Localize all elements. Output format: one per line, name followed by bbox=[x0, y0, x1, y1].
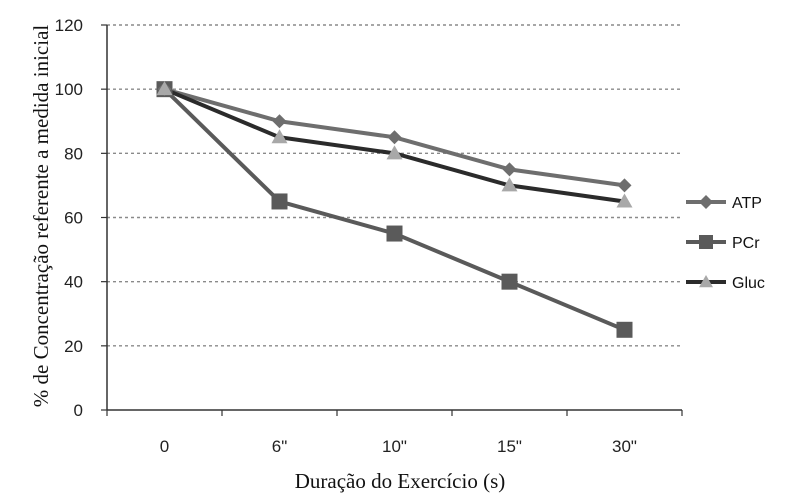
x-tick-labels: 0 6" 10" 15" 30" bbox=[160, 437, 637, 456]
legend-label-atp: ATP bbox=[732, 195, 762, 212]
y-tick-label-60: 60 bbox=[64, 209, 83, 228]
legend-label-pcr: PCr bbox=[732, 235, 760, 252]
y-tick-label-80: 80 bbox=[64, 144, 83, 163]
y-tick-label-40: 40 bbox=[64, 273, 83, 292]
y-tick-label-0: 0 bbox=[74, 401, 83, 420]
data-point-gluc-3 bbox=[501, 177, 518, 192]
grid-lines bbox=[101, 24, 683, 416]
data-point-atp-1 bbox=[272, 114, 287, 129]
legend-marker-pcr bbox=[699, 235, 713, 249]
data-point-atp-4 bbox=[617, 178, 632, 193]
data-point-gluc-2 bbox=[386, 145, 403, 160]
legend-label-gluc: Gluc bbox=[732, 275, 765, 292]
legend-marker-atp bbox=[699, 195, 713, 209]
legend: ATP PCr Gluc bbox=[686, 195, 765, 292]
y-tick-label-100: 100 bbox=[55, 80, 83, 99]
data-point-gluc-1 bbox=[271, 129, 288, 144]
data-point-atp-3 bbox=[502, 162, 517, 177]
data-point-pcr-3 bbox=[501, 273, 518, 290]
data-point-pcr-4 bbox=[616, 321, 633, 338]
y-axis-title: % de Concentração referente a medida ini… bbox=[29, 25, 53, 408]
data-point-pcr-1 bbox=[271, 193, 288, 210]
data-point-gluc-0 bbox=[156, 81, 173, 96]
data-point-atp-2 bbox=[387, 130, 402, 145]
series-line-pcr bbox=[163, 87, 626, 332]
series-line-gluc bbox=[163, 87, 625, 204]
x-tick-label-0: 0 bbox=[160, 437, 169, 456]
data-point-gluc-4 bbox=[616, 193, 633, 208]
data-series bbox=[156, 81, 633, 338]
x-axis-title: Duração do Exercício (s) bbox=[295, 469, 505, 493]
x-tick-label-6: 6" bbox=[272, 437, 288, 456]
legend-marker-gluc bbox=[699, 275, 713, 288]
y-tick-labels: 0 20 40 60 80 100 120 bbox=[55, 16, 83, 420]
data-point-pcr-2 bbox=[386, 225, 403, 242]
y-tick-label-120: 120 bbox=[55, 16, 83, 35]
x-tick-label-15: 15" bbox=[497, 437, 522, 456]
chart-axes bbox=[106, 25, 682, 411]
x-tick-label-30: 30" bbox=[612, 437, 637, 456]
y-tick-label-20: 20 bbox=[64, 337, 83, 356]
x-tick-label-10: 10" bbox=[382, 437, 407, 456]
